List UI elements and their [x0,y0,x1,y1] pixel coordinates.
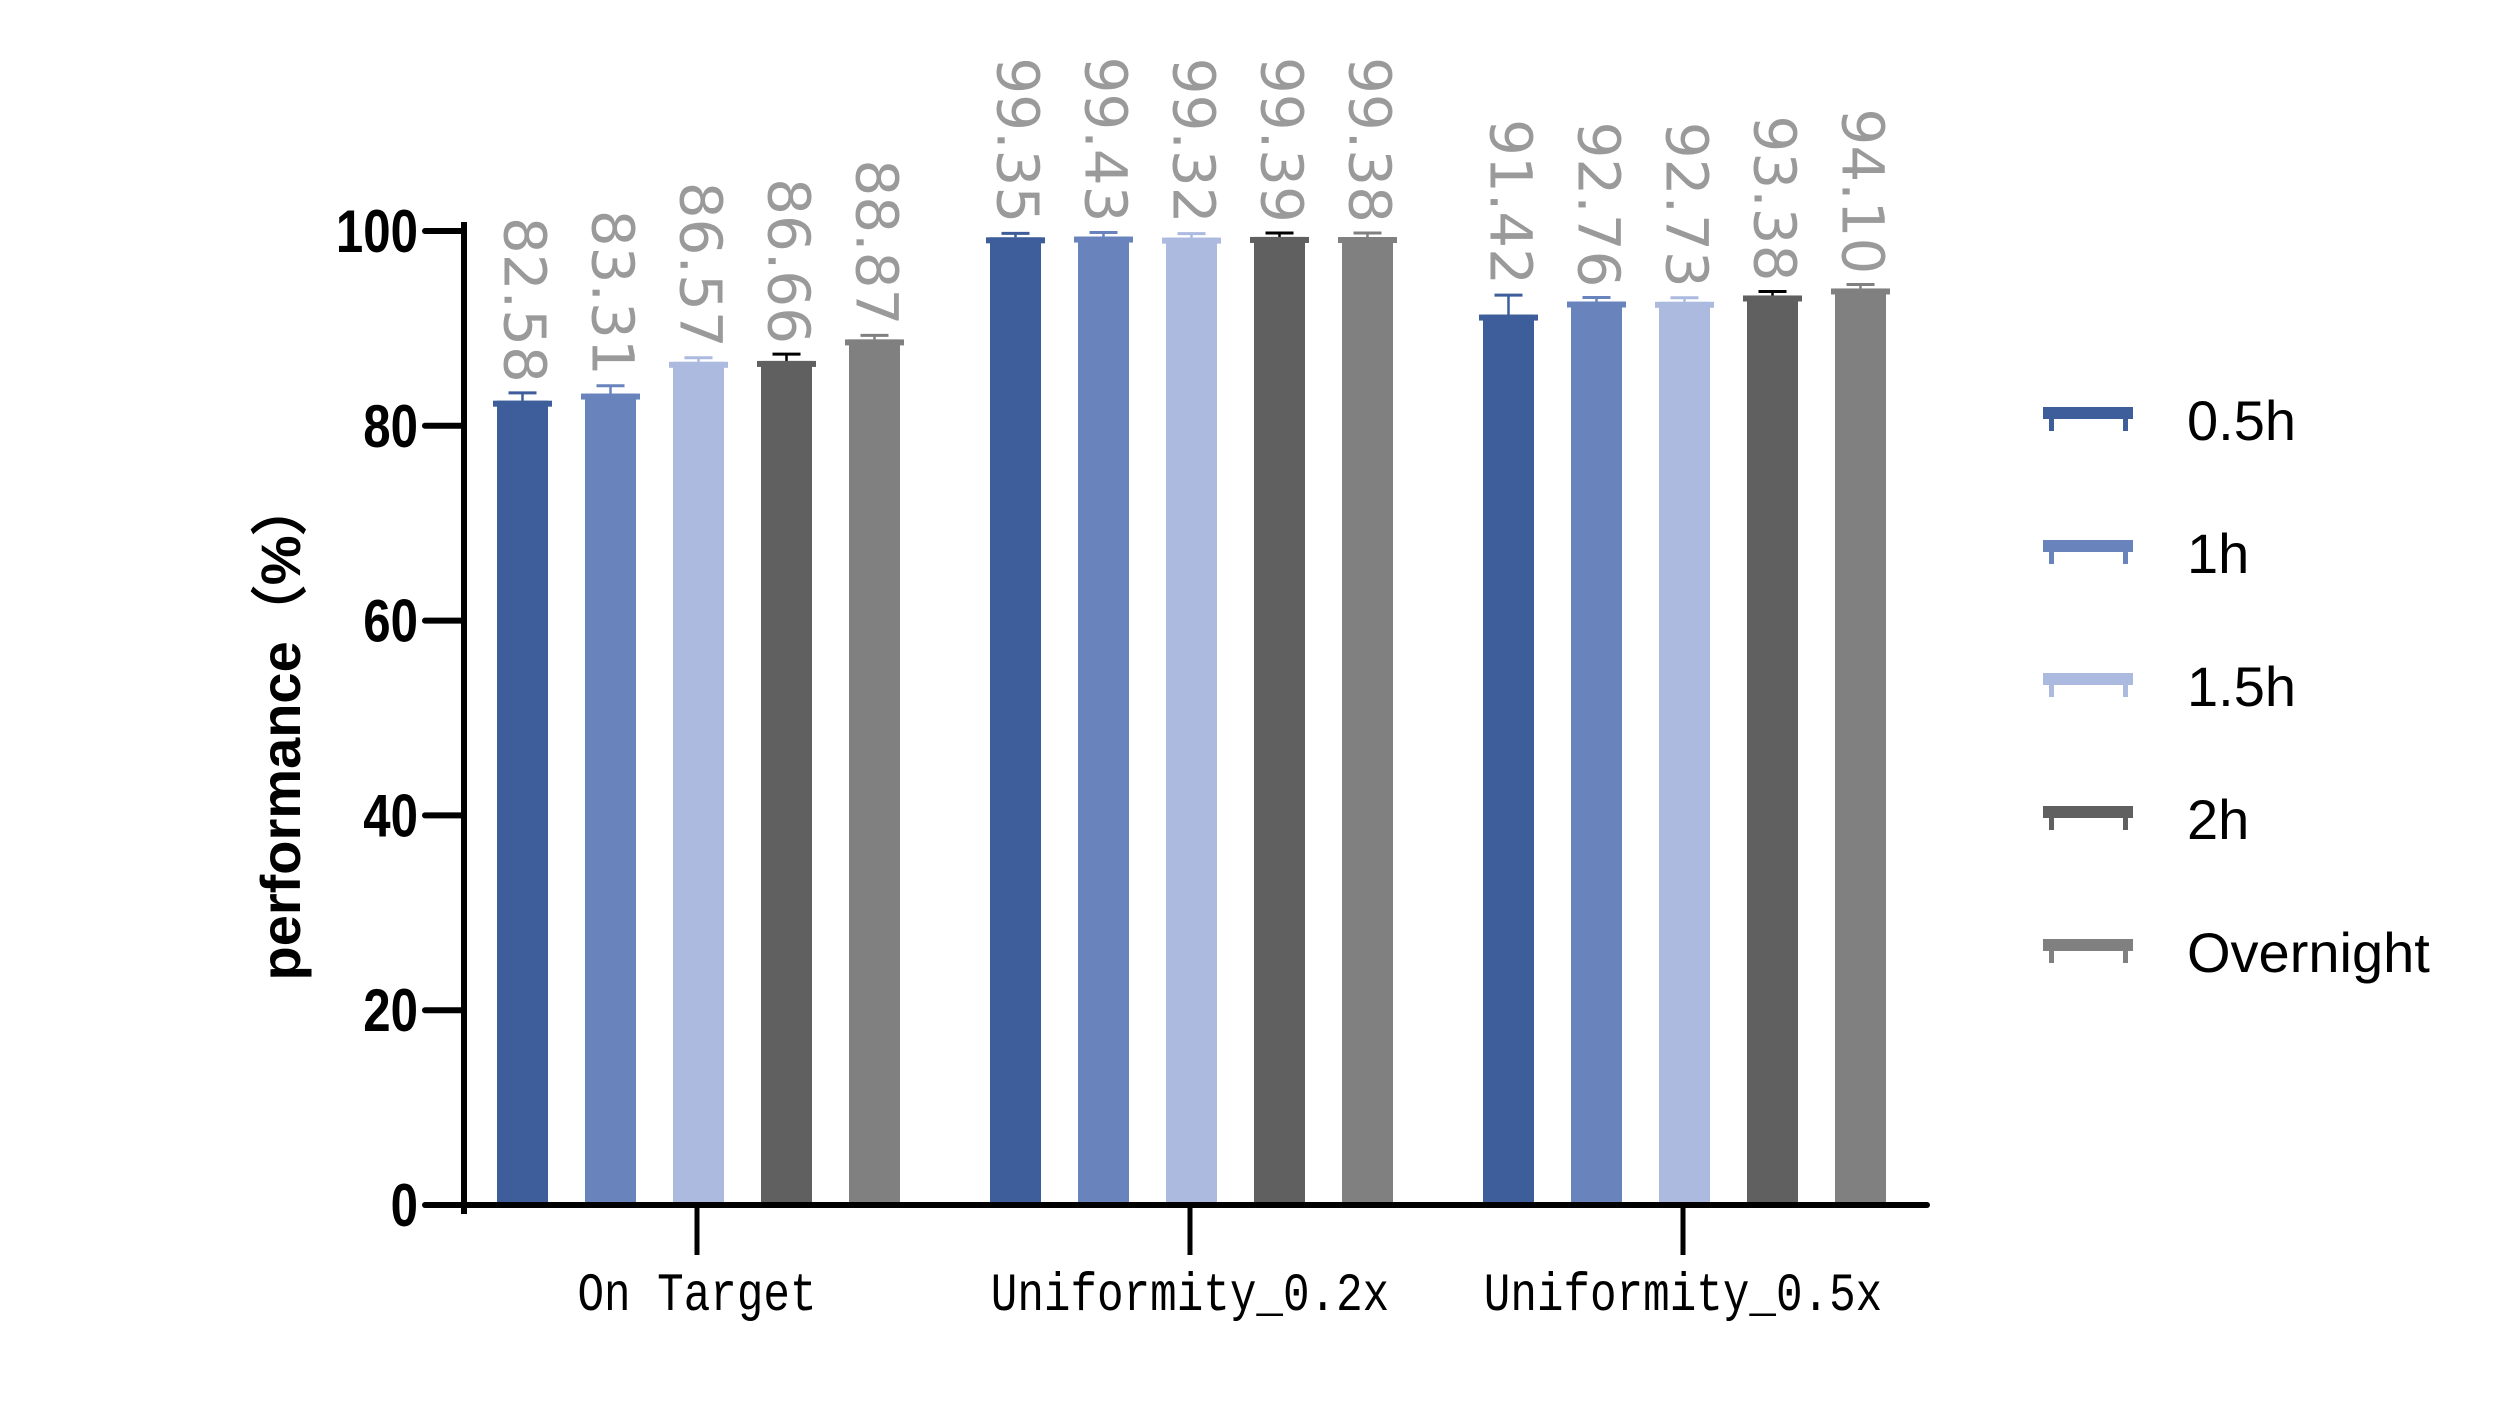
legend-swatch [2043,407,2133,419]
legend: 0.5h 1h 1.5h 2h Overnight [2043,389,2430,984]
legend-swatch [2043,673,2133,685]
bar-cap [1250,236,1309,243]
x-axis-ticks: On Target Uniformity_0.2x Uniformity_0.5x [577,1205,1882,1326]
bars [493,231,1890,1206]
bar-cap [1162,237,1221,244]
value-labels: 82.58 99.35 91.42 83.31 99.43 92.76 86.57 99.32… [491,57,1897,383]
bar [673,361,724,1205]
y-tick-label: 80 [363,392,418,460]
y-axis-ticks: 0 20 40 60 80 100 [336,197,467,1239]
bar-value-label: 94.10 [1829,108,1897,274]
bar-value-label: 88.87 [843,159,911,325]
bar-cap [1831,288,1890,295]
legend-item: 1h [2043,522,2249,585]
bar-value-label: 86.57 [667,182,735,348]
bar [849,339,900,1205]
bar [1254,236,1305,1205]
legend-label: 2h [2187,788,2249,851]
y-tick-label: 40 [363,782,418,850]
legend-item: 2h [2043,788,2249,851]
legend-swatch-foot [2123,417,2128,431]
legend-swatch-foot [2049,816,2054,830]
x-tick-label: On Target [577,1265,816,1326]
bar [1078,236,1129,1205]
x-tick-label: Uniformity_0.2x [991,1265,1389,1326]
y-axis-title: performance（%） [249,479,312,980]
bar-cap [1479,314,1538,321]
bar-cap [1074,236,1133,243]
x-tick-label: Uniformity_0.5x [1484,1265,1882,1326]
bar-cap [581,393,640,400]
legend-swatch [2043,540,2133,552]
bar [497,400,548,1206]
bar-value-label: 86.66 [755,178,823,344]
bar-value-label: 99.32 [1160,58,1228,224]
legend-item: 0.5h [2043,389,2296,452]
bar [1166,237,1217,1206]
bar-value-label: 99.39 [1248,57,1316,223]
bar-value-label: 83.31 [579,210,647,376]
bar [1342,237,1393,1205]
bar [1571,301,1622,1206]
bar-cap [986,237,1045,244]
bar [1835,288,1886,1205]
bar-cap [1743,295,1802,302]
legend-swatch-foot [2123,683,2128,697]
bar-value-label: 99.35 [984,57,1052,223]
bar-value-label: 92.73 [1653,122,1721,288]
legend-item: Overnight [2043,921,2430,984]
legend-swatch-foot [2049,683,2054,697]
bar [1659,301,1710,1205]
y-tick-label: 20 [363,977,418,1045]
legend-swatch-foot [2049,417,2054,431]
bar-value-label: 82.58 [491,217,559,383]
bar-value-label: 92.76 [1565,121,1633,287]
legend-swatch-foot [2123,550,2128,564]
legend-swatch [2043,806,2133,818]
legend-swatch-foot [2123,816,2128,830]
bar-cap [1338,237,1397,244]
bar [990,237,1041,1205]
bar [585,393,636,1205]
bar-value-label: 99.43 [1072,57,1140,223]
bar-cap [1655,301,1714,308]
legend-item: 1.5h [2043,655,2296,718]
bar-value-label: 99.38 [1336,57,1404,223]
bar-value-label: 93.38 [1741,115,1809,281]
bar-cap [493,400,552,407]
legend-label: 1.5h [2187,655,2296,718]
legend-swatch-foot [2123,949,2128,963]
legend-swatch-foot [2049,949,2054,963]
bar-cap [845,339,904,346]
legend-label: 1h [2187,522,2249,585]
bar-value-label: 91.42 [1477,119,1545,285]
bar-cap [669,361,728,368]
bar-cap [757,360,816,367]
bar-cap [1567,301,1626,308]
y-tick-label: 100 [336,197,418,265]
bar [1747,295,1798,1206]
y-tick-label: 0 [391,1171,418,1239]
y-tick-label: 60 [363,587,418,655]
legend-swatch [2043,939,2133,951]
bar [1483,314,1534,1205]
legend-label: Overnight [2187,921,2430,984]
legend-label: 0.5h [2187,389,2296,452]
legend-swatch-foot [2049,550,2054,564]
bar [761,360,812,1205]
